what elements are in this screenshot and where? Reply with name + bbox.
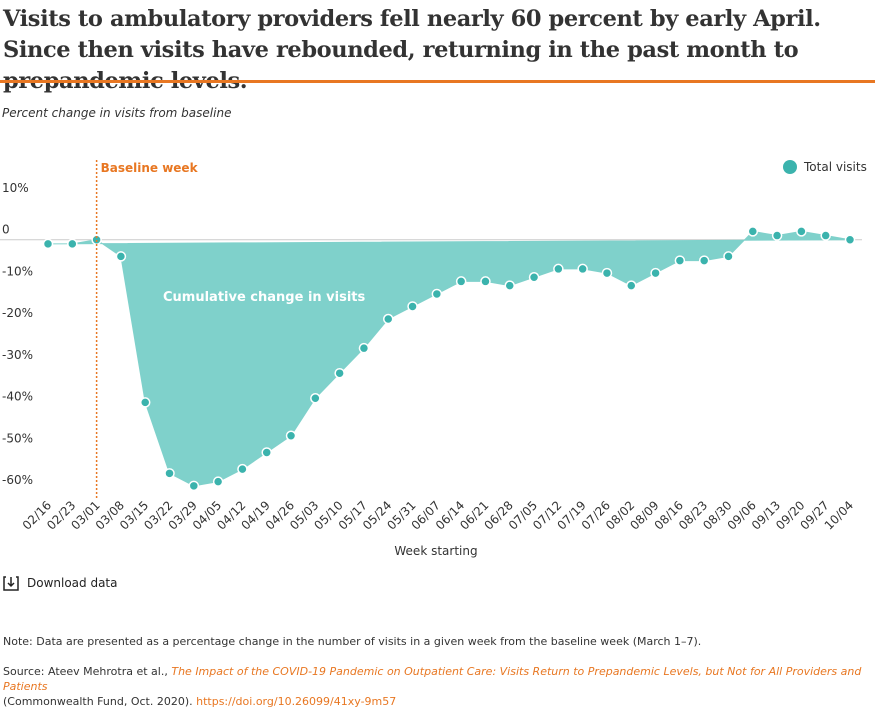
- point: [553, 263, 564, 275]
- point: [407, 301, 418, 312]
- y-tick-label: 10%: [2, 181, 29, 195]
- point: [431, 288, 443, 300]
- point: [115, 251, 127, 262]
- y-tick-label: -30%: [2, 348, 33, 362]
- download-button[interactable]: Download data: [3, 575, 118, 591]
- legend-swatch: [783, 160, 797, 174]
- point: [771, 230, 783, 241]
- source-link[interactable]: https://doi.org/10.26099/41xy-9m57: [196, 695, 397, 708]
- point: [723, 251, 734, 262]
- y-tick-label: -10%: [2, 264, 33, 278]
- source-title[interactable]: The Impact of the COVID-19 Pandemic on O…: [3, 665, 862, 693]
- point: [650, 267, 661, 279]
- point: [237, 463, 248, 475]
- point: [139, 397, 151, 408]
- point: [164, 468, 175, 479]
- point: [188, 480, 200, 492]
- area: [47, 230, 851, 487]
- download-icon: [3, 576, 19, 591]
- point: [382, 313, 394, 325]
- note: Note: Data are presented as a percentage…: [3, 635, 702, 648]
- point: [358, 342, 370, 354]
- y-tick-label: -20%: [2, 306, 33, 320]
- point: [455, 276, 467, 287]
- point: [674, 255, 686, 266]
- source-publisher: (Commonwealth Fund, Oct. 2020).: [3, 695, 197, 708]
- point: [310, 392, 321, 404]
- x-axis-title: Week starting: [394, 544, 477, 558]
- point: [626, 280, 637, 291]
- point: [820, 230, 831, 241]
- point: [601, 267, 613, 279]
- point: [261, 447, 272, 458]
- point: [504, 280, 516, 291]
- point: [285, 430, 297, 442]
- point: [796, 226, 807, 237]
- legend-label: Total visits: [803, 160, 867, 174]
- point: [42, 238, 54, 250]
- point: [698, 255, 710, 266]
- point: [577, 263, 588, 275]
- y-tick-label: -50%: [2, 431, 33, 445]
- source: Source: Ateev Mehrotra et al., The Impac…: [3, 664, 871, 709]
- download-label[interactable]: Download data: [27, 576, 118, 590]
- baseline-label: Baseline week: [101, 161, 199, 175]
- y-tick-label: -40%: [2, 390, 33, 404]
- point: [334, 367, 345, 379]
- y-axis-title: Percent change in visits from baseline: [2, 106, 231, 120]
- point: [480, 276, 491, 287]
- point: [67, 238, 78, 250]
- area-label: Cumulative change in visits: [163, 290, 366, 305]
- point: [844, 234, 856, 245]
- point: [212, 476, 224, 487]
- y-tick-label: -60%: [2, 473, 33, 487]
- chart-title: Visits to ambulatory providers fell near…: [3, 6, 821, 94]
- y-tick-label: 0: [2, 223, 10, 237]
- point: [528, 272, 540, 283]
- title-rule: [0, 80, 875, 83]
- source-prefix: Source: Ateev Mehrotra et al.,: [3, 665, 172, 678]
- point: [747, 226, 759, 237]
